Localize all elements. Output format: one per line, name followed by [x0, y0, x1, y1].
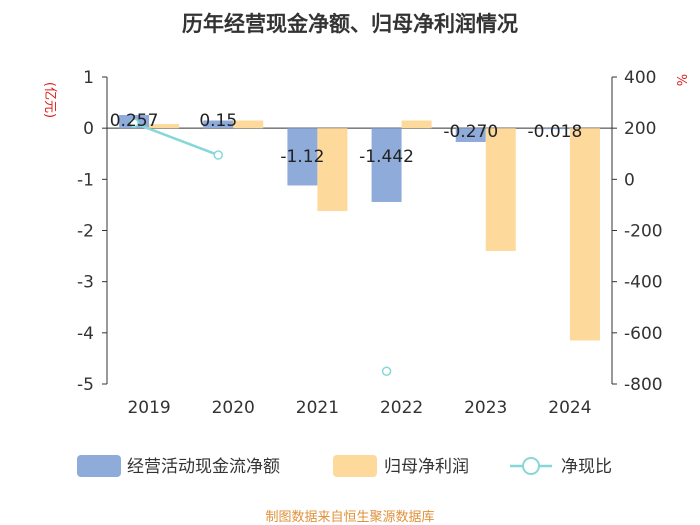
x-tick-label: 2024 [548, 398, 591, 418]
cashflow-bar [287, 128, 318, 186]
x-tick-label: 2021 [296, 398, 339, 418]
left-tick-label: -5 [77, 375, 94, 395]
cashflow-bar [455, 128, 486, 142]
right-tick-label: 200 [624, 119, 656, 139]
legend-swatch-cashflow [77, 455, 121, 477]
x-tick-label: 2020 [212, 398, 255, 418]
ratio-point [129, 118, 139, 128]
data-labels-group: 0.257 0.15 -1.12 -1.442 -0.270 -0.018 [110, 111, 583, 167]
left-tick-label: -2 [77, 222, 94, 242]
bars-group [119, 115, 600, 341]
ratio-line-segment [133, 121, 219, 157]
legend-marker-ratio [522, 457, 540, 475]
right-tick-label: 0 [624, 170, 635, 190]
left-tick-label: -1 [77, 170, 94, 190]
left-tick-label: 0 [83, 119, 94, 139]
net-profit-bar [149, 124, 180, 129]
legend: 经营活动现金流净额 归母净利润 净现比 [77, 455, 612, 477]
ratio-point [213, 150, 223, 160]
ratio-line-group [129, 118, 392, 376]
cashflow-data-label: -1.12 [280, 147, 324, 167]
cashflow-bar [539, 128, 570, 130]
cashflow-bar [371, 128, 402, 202]
net-profit-bar [569, 128, 600, 341]
cashflow-data-label: -1.442 [359, 147, 414, 167]
x-tick-label: 2019 [127, 398, 170, 418]
cashflow-data-label: 0.15 [199, 111, 237, 131]
net-profit-bar [317, 128, 348, 212]
cashflow-data-label: 0.257 [110, 111, 159, 131]
left-axis-unit: (亿元) [42, 82, 57, 118]
right-axis-unit: % [673, 74, 688, 86]
legend-swatch-net-profit [333, 455, 377, 477]
source-note: 制图数据来自恒生聚源数据库 [265, 510, 435, 525]
legend-label-ratio: 净现比 [561, 457, 612, 477]
left-tick-label: -3 [77, 273, 94, 293]
legend-label-net-profit: 归母净利润 [384, 457, 469, 477]
left-tick-label: 1 [83, 68, 94, 88]
x-tick-label: 2023 [464, 398, 507, 418]
x-tick-label: 2022 [380, 398, 423, 418]
cashflow-bar [203, 120, 234, 129]
net-profit-bar [485, 128, 516, 251]
net-profit-bar [233, 120, 264, 129]
legend-label-cashflow: 经营活动现金流净额 [127, 457, 280, 477]
cashflow-data-label: -0.018 [528, 122, 583, 142]
chart-title: 历年经营现金净额、归母净利润情况 [182, 12, 518, 36]
right-tick-label: -800 [624, 375, 663, 395]
right-tick-label: -400 [624, 273, 663, 293]
right-tick-label: 400 [624, 68, 656, 88]
right-tick-label: -200 [624, 222, 663, 242]
net-profit-bar [401, 120, 432, 129]
right-tick-label: -600 [624, 324, 663, 344]
left-tick-label: -4 [77, 324, 94, 344]
ratio-point [381, 366, 392, 376]
cashflow-data-label: -0.270 [443, 122, 498, 142]
axes-group: 1 0 -1 -2 -3 -4 -5 400 200 0 -200 -400 -600 -800 (亿元)%… [42, 68, 688, 418]
